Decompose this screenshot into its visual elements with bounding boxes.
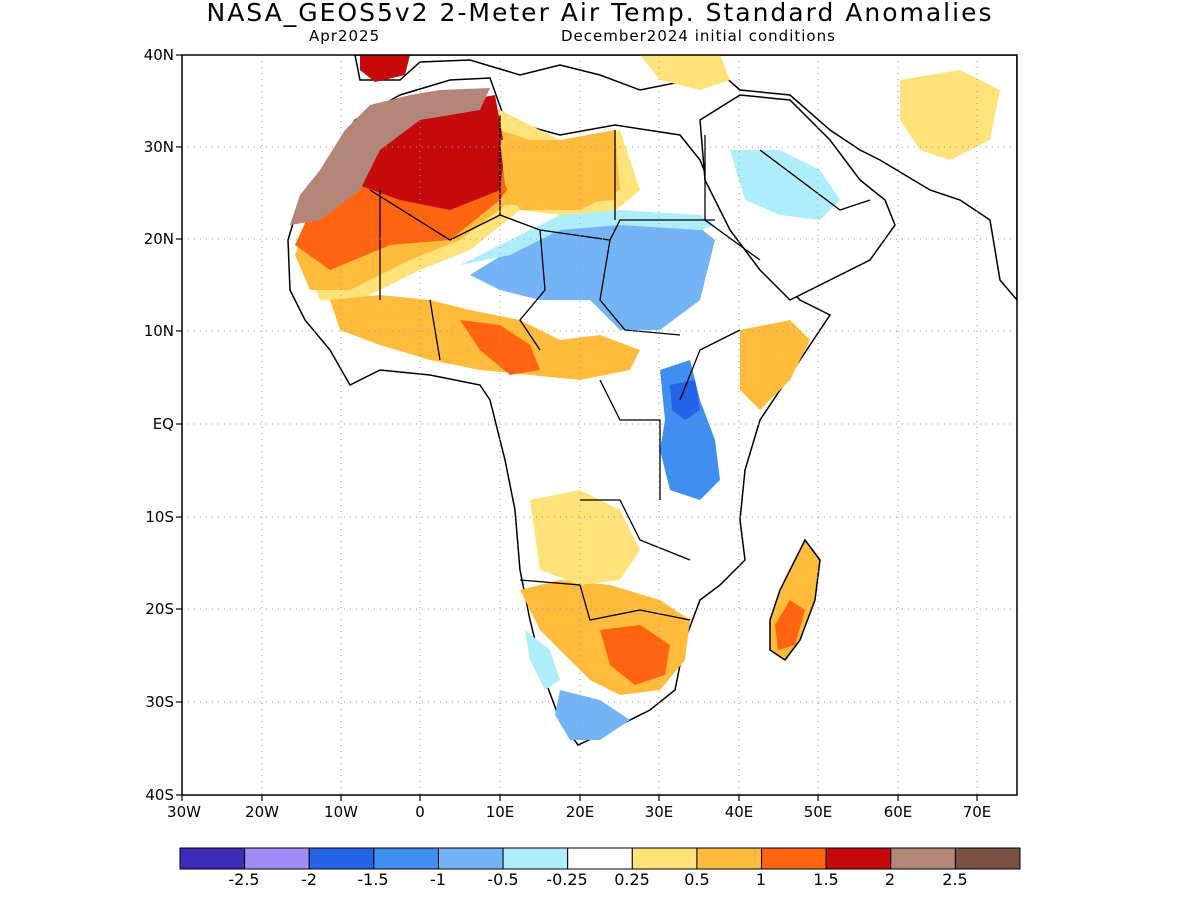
lon-label-30e: 30E — [644, 803, 674, 821]
lon-label-10w: 10W — [324, 803, 358, 821]
anomaly-sahara-darkred — [345, 95, 505, 210]
lat-label-40s: 40S — [145, 786, 174, 804]
anomaly-namibia-lightblue — [525, 630, 560, 690]
colorbar-label: 0.25 — [614, 870, 650, 889]
colorbar-swatch — [502, 847, 569, 870]
colorbar-swatch — [825, 847, 892, 870]
colorbar-swatch — [890, 847, 956, 870]
colorbar-label: -1 — [430, 870, 446, 889]
lat-label-40n: 40N — [143, 46, 174, 64]
colorbar-label: 0.5 — [684, 870, 710, 889]
lon-label-40e: 40E — [724, 803, 754, 821]
lon-label-60e: 60E — [883, 803, 913, 821]
colorbar-label: 1.5 — [813, 870, 839, 889]
madagascar-warm-core — [775, 600, 805, 650]
lat-label-20n: 20N — [143, 230, 174, 248]
colorbar-swatch — [761, 847, 827, 870]
colorbar-label: -0.5 — [487, 870, 519, 889]
map-plot-area — [287, 55, 1017, 746]
colorbar-swatch — [567, 847, 633, 870]
colorbar-swatch — [696, 847, 763, 870]
map-title: NASA_GEOS5v2 2-Meter Air Temp. Standard … — [206, 0, 994, 27]
anomaly-northern-yellow — [640, 55, 730, 90]
anomaly-southwest-blue — [555, 690, 630, 740]
anomaly-southern-africa-yellow — [530, 490, 640, 585]
lon-label-30w: 30W — [167, 803, 201, 821]
colorbar-swatch — [954, 847, 1021, 870]
colorbar-label: -2 — [301, 870, 317, 889]
axis-ticks — [176, 54, 978, 801]
lat-label-20s: 20S — [145, 600, 174, 618]
anomaly-arabia-lightblue — [730, 150, 840, 220]
anomaly-sudan-blue — [470, 220, 715, 330]
colorbar-label: -2.5 — [228, 870, 260, 889]
anomaly-iran-yellow — [900, 70, 1000, 160]
anomaly-libya-egypt-orange — [500, 130, 620, 210]
colorbar-swatch — [244, 847, 310, 870]
lon-label-70e: 70E — [962, 803, 992, 821]
lat-label-10s: 10S — [145, 508, 174, 526]
colorbar — [179, 847, 1021, 870]
lon-label-50e: 50E — [803, 803, 833, 821]
country-borders — [369, 115, 871, 621]
anomaly-horn-orange — [740, 320, 810, 410]
lon-label-0: 0 — [415, 803, 425, 821]
anomaly-sudan-lightblue — [460, 210, 715, 265]
lat-label-30n: 30N — [143, 138, 174, 156]
colorbar-swatch — [631, 847, 698, 870]
anomaly-nigeria-redorange — [460, 320, 540, 375]
lat-label-eq: EQ — [152, 415, 174, 433]
forecast-period: Apr2025 — [309, 27, 381, 45]
anomaly-lake-victoria-darkblue — [670, 380, 700, 420]
anomaly-morocco-darkred — [360, 55, 410, 82]
colorbar-label: -0.25 — [546, 870, 588, 889]
colorbar-label: 1 — [755, 870, 767, 889]
colorbar-swatch — [373, 847, 439, 870]
colorbar-swatch — [437, 847, 504, 870]
initial-conditions: December2024 initial conditions — [561, 27, 836, 45]
colorbar-label: 2 — [884, 870, 896, 889]
lon-label-20e: 20E — [565, 803, 595, 821]
colorbar-swatch — [179, 847, 246, 870]
lon-label-20w: 20W — [245, 803, 279, 821]
map-frame — [181, 54, 1018, 796]
colorbar-label: 2.5 — [942, 870, 968, 889]
lat-label-10n: 10N — [143, 322, 174, 340]
lon-label-10e: 10E — [485, 803, 515, 821]
anomaly-sahara-brown — [290, 88, 490, 225]
colorbar-swatch — [308, 847, 375, 870]
lat-label-30s: 30S — [145, 693, 174, 711]
anomaly-botswana-redorange — [600, 625, 670, 685]
colorbar-label: -1.5 — [357, 870, 389, 889]
